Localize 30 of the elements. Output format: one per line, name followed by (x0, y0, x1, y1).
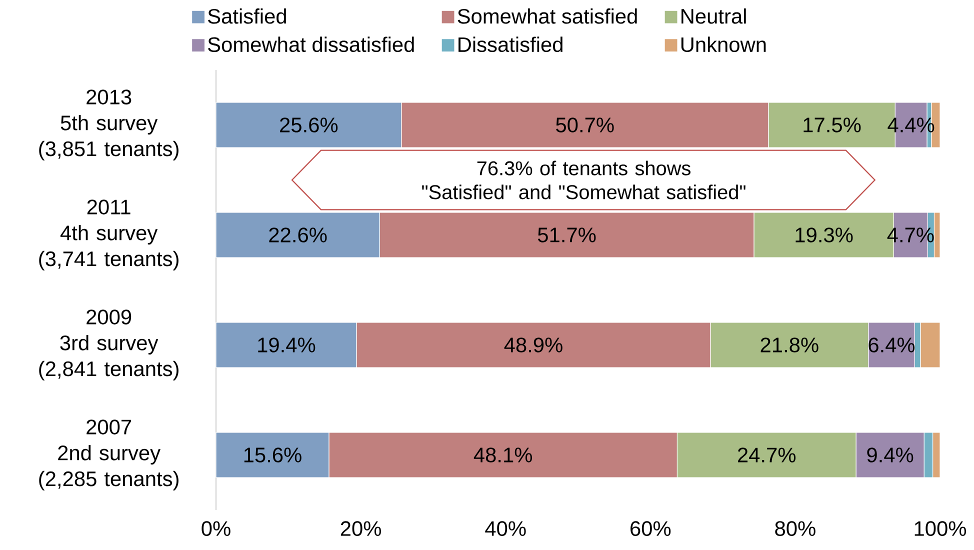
data-label: 48.9% (504, 338, 562, 352)
data-label: 17.5% (804, 118, 861, 132)
x-tick-label: 80% (775, 521, 816, 536)
x-tick-label: 0% (202, 521, 230, 536)
data-label: 24.7% (738, 448, 796, 462)
legend-label: Somewhat satisfied (458, 8, 637, 24)
data-label: 22.6% (269, 228, 327, 242)
legend-label: Satisfied (208, 8, 286, 24)
y-tick-label: 2011 4th survey (3,741 tenants) (39, 200, 178, 270)
x-tick-label: 20% (340, 521, 381, 536)
data-label: 48.1% (474, 448, 532, 462)
data-label: 25.6% (280, 118, 338, 132)
x-tick-label: 60% (630, 521, 671, 536)
legend-label: Dissatisfied (458, 36, 562, 52)
legend-label: Neutral (682, 8, 746, 24)
y-tick-label: 2009 3rd survey (2,841 tenants) (39, 310, 178, 380)
data-label: 19.4% (258, 338, 316, 352)
y-tick-label: 2007 2nd survey (2,285 tenants) (39, 420, 178, 490)
x-tick-label: 100% (914, 521, 966, 536)
legend-label: Somewhat dissatisfied (208, 36, 414, 52)
x-tick-label: 40% (485, 521, 526, 536)
data-label: 51.7% (538, 228, 596, 242)
data-label: 9.4% (867, 448, 914, 462)
data-label: 19.3% (796, 228, 853, 242)
data-label: 15.6% (244, 448, 302, 462)
data-label: 21.8% (760, 338, 818, 352)
data-label: 50.7% (556, 118, 614, 132)
annotation: 76.3% of tenants shows "Satisfied" and "Somewhat satisfied" (422, 160, 746, 200)
legend-label: Unknown (681, 36, 766, 52)
y-tick-label: 2013 5th survey (3,851 tenants) (39, 90, 178, 160)
